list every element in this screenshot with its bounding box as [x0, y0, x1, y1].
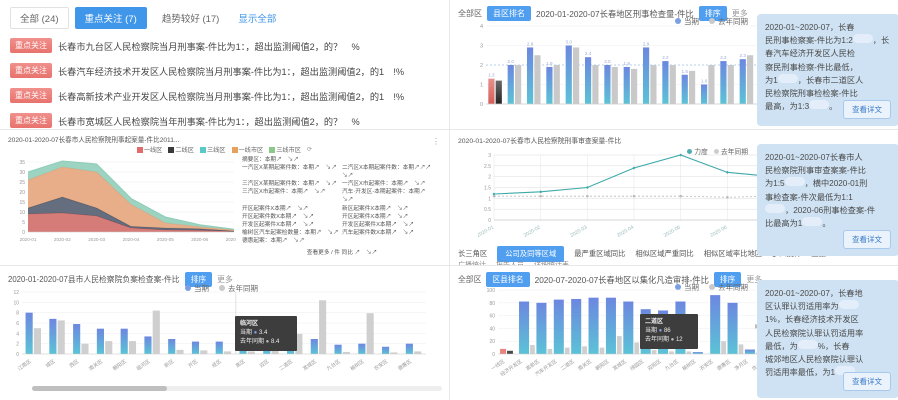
svg-text:8: 8: [16, 311, 19, 317]
svg-text:双区: 双区: [259, 359, 271, 370]
svg-text:2.2: 2.2: [662, 55, 669, 60]
svg-text:2.3: 2.3: [740, 53, 747, 58]
svg-text:0: 0: [22, 230, 25, 236]
svg-text:0: 0: [488, 218, 491, 224]
svg-text:15: 15: [19, 200, 25, 206]
svg-text:1.0: 1.0: [701, 79, 708, 84]
svg-text:农安区: 农安区: [698, 358, 714, 372]
svg-text:榆树区: 榆树区: [349, 358, 365, 372]
svg-text:榆树区: 榆树区: [681, 358, 697, 372]
svg-text:1.9: 1.9: [546, 61, 553, 66]
svg-text:二道区: 二道区: [278, 358, 294, 372]
svg-text:江南区: 江南区: [16, 358, 32, 372]
svg-text:南关区: 南关区: [88, 358, 104, 372]
svg-text:开区: 开区: [187, 359, 199, 370]
svg-text:2020-06: 2020-06: [191, 237, 208, 242]
svg-text:净月区: 净月区: [733, 358, 749, 372]
svg-text:1.5: 1.5: [682, 69, 689, 74]
svg-text:宽城区: 宽城区: [302, 358, 318, 372]
svg-text:城区: 城区: [44, 358, 56, 369]
svg-text:2020-03: 2020-03: [569, 224, 588, 238]
svg-text:2.9: 2.9: [527, 41, 534, 46]
svg-text:2020-07: 2020-07: [226, 237, 236, 242]
svg-text:4: 4: [480, 24, 483, 30]
svg-text:1.5: 1.5: [484, 186, 491, 192]
svg-text:九台区: 九台区: [325, 358, 341, 372]
svg-text:1.9: 1.9: [624, 61, 631, 66]
svg-text:5: 5: [22, 220, 25, 226]
svg-text:2020-05: 2020-05: [663, 224, 682, 238]
svg-text:2020-03: 2020-03: [88, 237, 105, 242]
svg-text:0.5: 0.5: [484, 207, 491, 213]
svg-text:3: 3: [480, 44, 483, 50]
svg-text:3.0: 3.0: [566, 40, 573, 45]
svg-text:2.0: 2.0: [508, 59, 515, 64]
svg-text:西区: 西区: [69, 359, 81, 370]
svg-text:2020-06: 2020-06: [709, 224, 728, 238]
svg-text:2.4: 2.4: [585, 51, 592, 56]
svg-text:2.0: 2.0: [604, 59, 611, 64]
svg-text:2.5: 2.5: [484, 164, 491, 170]
svg-text:2020-02: 2020-02: [523, 224, 542, 238]
svg-text:10: 10: [19, 210, 25, 216]
svg-text:10: 10: [13, 300, 19, 306]
svg-text:2: 2: [16, 342, 19, 348]
svg-text:1: 1: [480, 83, 483, 89]
svg-text:德惠区: 德惠区: [397, 358, 413, 372]
svg-text:2020-04: 2020-04: [123, 237, 140, 242]
svg-text:南关区: 南关区: [577, 358, 593, 372]
svg-text:35: 35: [19, 160, 25, 166]
svg-text:0: 0: [16, 352, 19, 358]
svg-text:朝阳区: 朝阳区: [594, 358, 610, 372]
svg-text:朝阳区: 朝阳区: [111, 358, 127, 372]
svg-text:绿园区: 绿园区: [629, 358, 645, 372]
svg-text:2020-01: 2020-01: [20, 237, 37, 242]
svg-text:20: 20: [489, 339, 495, 345]
svg-text:3: 3: [488, 153, 491, 159]
svg-text:1: 1: [488, 196, 491, 202]
svg-text:德惠区: 德惠区: [716, 358, 732, 372]
svg-text:1.3: 1.3: [488, 73, 495, 78]
svg-text:100: 100: [487, 288, 496, 294]
svg-text:九台区: 九台区: [664, 358, 680, 372]
svg-text:2020-04: 2020-04: [616, 224, 635, 238]
svg-text:2020-05: 2020-05: [157, 237, 174, 242]
svg-text:2: 2: [488, 175, 491, 181]
svg-text:20: 20: [19, 190, 25, 196]
svg-text:高区: 高区: [234, 358, 246, 369]
svg-text:宽城区: 宽城区: [611, 358, 627, 372]
svg-text:60: 60: [489, 314, 495, 320]
svg-text:2: 2: [480, 63, 483, 69]
svg-text:12: 12: [13, 290, 19, 296]
svg-text:2.2: 2.2: [720, 55, 727, 60]
svg-text:25: 25: [19, 180, 25, 186]
svg-text:农安区: 农安区: [373, 358, 389, 372]
svg-text:临河区: 临河区: [135, 358, 151, 372]
svg-text:新区: 新区: [163, 358, 175, 369]
svg-text:80: 80: [489, 301, 495, 307]
svg-text:二道区: 二道区: [559, 358, 575, 372]
svg-text:6: 6: [16, 321, 19, 327]
svg-text:经区: 经区: [211, 358, 223, 369]
svg-text:40: 40: [489, 326, 495, 332]
svg-text:双阳区: 双阳区: [646, 358, 662, 372]
svg-text:30: 30: [19, 170, 25, 176]
svg-text:2.9: 2.9: [643, 41, 650, 46]
svg-text:0: 0: [480, 102, 483, 108]
svg-text:2020-02: 2020-02: [54, 237, 71, 242]
svg-text:4: 4: [16, 331, 19, 337]
svg-text:2020-01: 2020-01: [478, 224, 495, 238]
svg-text:0: 0: [492, 352, 495, 358]
